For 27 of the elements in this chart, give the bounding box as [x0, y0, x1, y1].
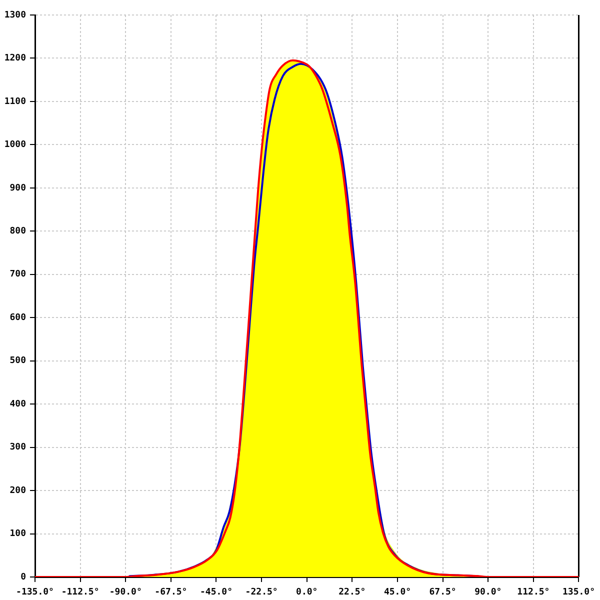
y-tick-label: 900 — [10, 183, 26, 194]
y-tick-label: 400 — [10, 399, 26, 410]
x-tick-label: -90.0° — [109, 588, 142, 598]
y-tick-label: 100 — [10, 529, 26, 540]
y-tick-label: 500 — [10, 356, 26, 366]
x-tick-label: -22.5° — [245, 588, 278, 598]
x-tick-label: -45.0° — [200, 588, 233, 598]
y-tick-label: 1300 — [4, 10, 26, 20]
y-tick-label: 300 — [10, 442, 26, 453]
y-tick-label: 200 — [10, 486, 26, 496]
y-tick-label: 1100 — [4, 96, 26, 107]
x-tick-label: -135.0° — [16, 588, 54, 598]
x-tick-label: -67.5° — [154, 588, 188, 598]
y-tick-label: 0 — [20, 572, 26, 582]
x-tick-label: 45.0° — [384, 588, 412, 598]
x-tick-label: 135.0° — [562, 588, 595, 598]
x-tick-label: 0.0° — [296, 588, 318, 598]
y-tick-label: 1000 — [4, 140, 26, 150]
x-tick-label: 67.5° — [429, 588, 456, 598]
x-tick-label: -112.5° — [61, 588, 100, 598]
x-tick-label: 22.5° — [338, 588, 366, 598]
y-tick-label: 800 — [10, 226, 26, 236]
y-tick-label: 700 — [10, 270, 26, 280]
x-tick-label: 112.5° — [517, 588, 550, 598]
y-tick-label: 600 — [10, 312, 26, 323]
y-tick-label: 1200 — [4, 54, 26, 64]
x-tick-label: 90.0° — [474, 588, 502, 598]
